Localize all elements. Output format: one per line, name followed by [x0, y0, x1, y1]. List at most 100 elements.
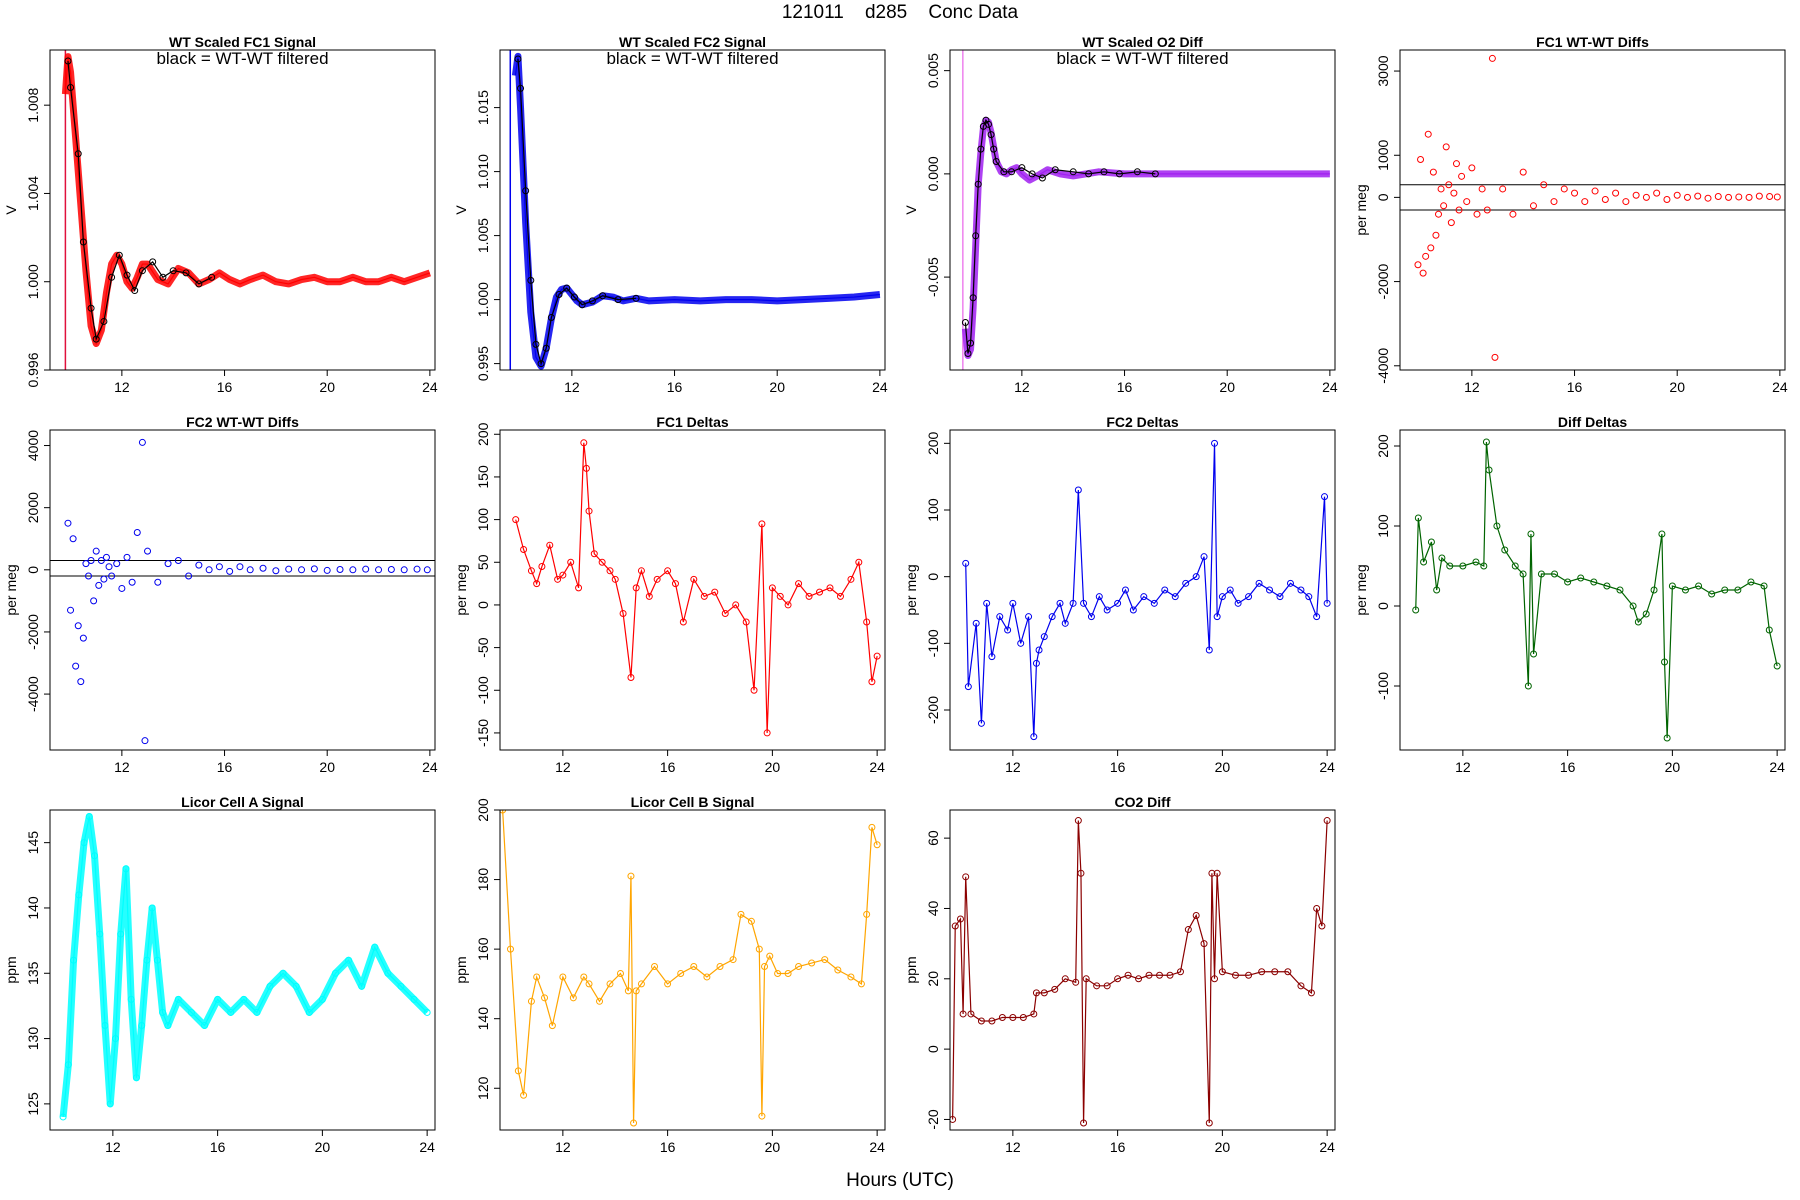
y-tick-label: 160 — [475, 937, 491, 961]
data-series-point — [1145, 971, 1153, 979]
signal-series-band — [61, 53, 432, 348]
y-tick-label: 40 — [925, 900, 941, 916]
signal-series-band — [961, 116, 1330, 360]
filtered-series-line — [964, 118, 1156, 354]
scatter-point — [1745, 193, 1753, 201]
data-series-point — [758, 520, 766, 528]
data-series-point — [345, 956, 353, 964]
data-series-line — [62, 816, 428, 1117]
plot-frame — [499, 49, 886, 371]
panel-diff-deltas: Diff Deltas 12 16 20 24 -100 0 100 200 per meg — [1353, 414, 1786, 775]
y-axis-label: per meg — [903, 564, 919, 615]
filtered-series-point — [537, 360, 545, 368]
data-series-point — [1205, 646, 1213, 654]
scatter-point — [413, 565, 421, 573]
data-series-point — [1166, 971, 1174, 979]
y-tick-label: -150 — [475, 719, 491, 747]
scatter-point — [226, 567, 234, 575]
filtered-series-point — [547, 314, 555, 322]
data-series-point — [873, 652, 881, 660]
plot-area — [61, 50, 432, 370]
y-tick-label: 200 — [925, 431, 941, 455]
filtered-series-point — [964, 349, 972, 357]
data-series-point — [1093, 982, 1101, 990]
data-series-point — [868, 823, 876, 831]
filtered-series-point — [169, 267, 177, 275]
x-tick-label: 20 — [319, 379, 335, 395]
data-series-point — [1446, 562, 1454, 570]
chart-title: FC1 Deltas — [656, 414, 729, 430]
data-series-point — [977, 719, 985, 727]
plot-area — [961, 50, 1330, 370]
y-tick-label: 100 — [1375, 514, 1391, 538]
data-series-point — [1634, 618, 1642, 626]
x-tick-label: 20 — [1215, 1139, 1231, 1155]
scatter-point — [85, 572, 92, 580]
filtered-series-point — [969, 294, 977, 302]
x-tick-label: 16 — [660, 1139, 676, 1155]
data-series-point — [1480, 562, 1488, 570]
y-axis-label: per meg — [3, 564, 19, 615]
x-tick-label: 24 — [422, 759, 438, 775]
scatter-point — [1622, 198, 1630, 206]
scatter-point — [298, 566, 306, 574]
data-series-point — [1074, 817, 1082, 825]
x-tick-label: 16 — [1567, 379, 1583, 395]
scatter-point — [108, 572, 116, 580]
panel-wt-scaled-fc2-signal: WT Scaled FC2 Signal 12 16 20 24 0.995 1.000 1.… — [453, 34, 888, 395]
scatter-point — [1417, 155, 1425, 163]
filtered-series-point — [123, 271, 131, 279]
y-axis-label: V — [3, 205, 19, 215]
data-series-point — [703, 973, 711, 981]
data-series-point — [85, 813, 93, 821]
scatter-point — [1560, 185, 1568, 193]
data-series-point — [1284, 968, 1292, 976]
filtered-series-point — [1069, 168, 1077, 176]
y-tick-label: 0 — [25, 566, 41, 574]
scatter-point — [1445, 181, 1453, 189]
data-series-point — [1017, 639, 1025, 647]
data-series-point — [619, 609, 627, 617]
scatter-point — [95, 581, 103, 589]
data-series-point — [637, 567, 645, 575]
y-tick-label: 0.000 — [925, 156, 941, 191]
data-series-point — [1077, 869, 1085, 877]
data-series-point — [1414, 514, 1422, 522]
y-axis-label: V — [453, 205, 469, 215]
data-series-point — [1695, 582, 1703, 590]
scatter-point — [1478, 185, 1486, 193]
data-series-point — [159, 1008, 167, 1016]
scatter-point — [1422, 252, 1430, 260]
plot-frame — [49, 49, 436, 371]
chart-title: FC2 WT-WT Diffs — [186, 414, 299, 430]
data-series-point — [616, 969, 624, 977]
data-series-point — [983, 599, 991, 607]
y-tick-label: 0.995 — [475, 346, 491, 381]
y-tick-label: -100 — [925, 629, 941, 657]
filtered-series-point — [514, 55, 522, 63]
data-series-point — [527, 997, 535, 1005]
data-series-point — [1271, 968, 1279, 976]
data-series-point — [1218, 968, 1226, 976]
data-series-point — [1276, 593, 1284, 601]
data-series-point — [1433, 586, 1441, 594]
x-tick-label: 20 — [1669, 379, 1685, 395]
scatter-point — [1766, 193, 1774, 201]
scatter-point — [272, 567, 280, 575]
y-tick-label: -2000 — [25, 614, 41, 650]
filtered-series-point — [138, 267, 146, 275]
scatter-point — [1540, 181, 1548, 189]
y-tick-label: 125 — [25, 1092, 41, 1116]
data-series-point — [527, 567, 535, 575]
x-tick-label: 12 — [105, 1139, 121, 1155]
data-series-point — [826, 584, 834, 592]
data-series-point — [1493, 522, 1501, 530]
y-tick-label: 4000 — [25, 430, 41, 461]
y-tick-label: 200 — [475, 422, 491, 446]
data-series-point — [1616, 586, 1624, 594]
filtered-series-point — [67, 84, 75, 92]
filtered-series-point — [961, 319, 969, 327]
scatter-point — [69, 535, 77, 543]
y-axis-label: ppm — [903, 956, 919, 983]
data-series-point — [1318, 922, 1326, 930]
